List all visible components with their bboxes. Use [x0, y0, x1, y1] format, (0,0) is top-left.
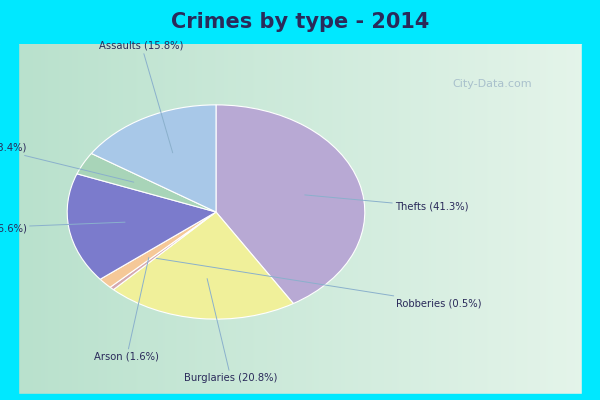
Wedge shape: [77, 154, 216, 212]
Text: Rapes (3.4%): Rapes (3.4%): [0, 143, 134, 182]
Wedge shape: [100, 212, 216, 287]
Text: Thefts (41.3%): Thefts (41.3%): [305, 195, 469, 212]
Text: Crimes by type - 2014: Crimes by type - 2014: [171, 12, 429, 32]
Wedge shape: [110, 212, 216, 290]
Bar: [0, 394, 600, 400]
Text: Assaults (15.8%): Assaults (15.8%): [100, 41, 184, 153]
Wedge shape: [91, 105, 216, 212]
Bar: [582, 44, 600, 400]
Text: Arson (1.6%): Arson (1.6%): [94, 258, 159, 362]
Wedge shape: [113, 212, 293, 319]
Bar: [0, 44, 18, 400]
Wedge shape: [67, 174, 216, 279]
Text: Burglaries (20.8%): Burglaries (20.8%): [184, 279, 278, 383]
Bar: [0, 0, 600, 44]
Text: City-Data.com: City-Data.com: [452, 79, 532, 89]
Text: Auto thefts (16.6%): Auto thefts (16.6%): [0, 222, 125, 233]
Text: Robberies (0.5%): Robberies (0.5%): [156, 258, 482, 308]
Wedge shape: [216, 105, 365, 304]
